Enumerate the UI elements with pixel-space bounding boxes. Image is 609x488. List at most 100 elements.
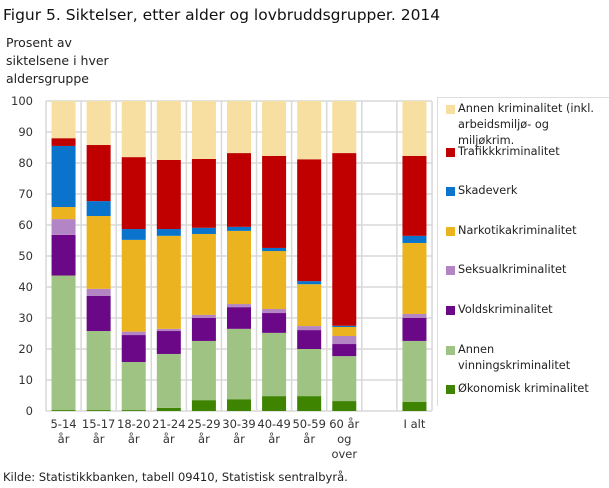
bar-segment: [262, 247, 287, 252]
x-tick-label: år: [268, 432, 280, 446]
legend-label: Seksualkriminalitet: [458, 263, 567, 276]
bar-segment: [121, 362, 146, 411]
bar-segment: [402, 101, 427, 156]
x-tick-label: 60 år: [329, 417, 359, 431]
bar-segment: [191, 340, 216, 401]
bar-segment: [191, 314, 216, 318]
legend-swatch: [446, 105, 455, 114]
bar-segment: [262, 309, 287, 314]
bar-segment: [297, 159, 322, 282]
y-tick-label: 90: [18, 125, 33, 139]
bar-segment: [262, 101, 287, 156]
legend-label: Trafikkkriminalitet: [458, 145, 560, 158]
legend-swatch: [446, 148, 455, 157]
bar-segment: [156, 353, 181, 408]
y-axis-label: Prosent av siktelsene i hver aldersgrupp…: [6, 35, 109, 86]
bar-segment: [86, 101, 111, 146]
bar-segment: [121, 410, 146, 411]
bar-segment: [402, 235, 427, 243]
bar-segment: [227, 101, 251, 154]
legend: Annen kriminalitet (inkl. arbeidsmiljø- …: [437, 97, 609, 406]
bar-segment: [297, 349, 322, 397]
x-tick-label: år: [163, 432, 175, 446]
y-tick-label: 100: [11, 94, 33, 108]
x-tick-label: 15-17: [82, 417, 115, 431]
bar-segment: [297, 101, 322, 160]
y-tick-label: 10: [18, 373, 33, 387]
x-tick-label: 18-20: [117, 417, 150, 431]
x-tick-label: over: [331, 447, 357, 461]
bar-segment: [332, 401, 357, 411]
bar-segment: [51, 410, 76, 411]
legend-swatch: [446, 306, 455, 315]
x-tick-label: 30-39: [222, 417, 255, 431]
x-tick-label: og: [337, 432, 351, 446]
x-tick-label: år: [303, 432, 315, 446]
bar-segment: [121, 331, 146, 336]
bar-segment: [297, 326, 322, 331]
bar-segment: [227, 226, 251, 231]
legend-swatch: [446, 385, 455, 394]
bar-segment: [191, 318, 216, 341]
bar-segment: [262, 396, 287, 411]
bar-segment: [86, 331, 111, 411]
source-note: Kilde: Statistikkbanken, tabell 09410, S…: [3, 470, 348, 484]
x-tick-label: 40-49: [257, 417, 290, 431]
y-tick-label: 20: [18, 342, 33, 356]
x-tick-label: år: [233, 432, 245, 446]
bar-segment: [402, 340, 427, 403]
bar-segment: [332, 153, 357, 326]
bar-segment: [51, 145, 76, 208]
bar-segment: [156, 407, 181, 411]
bar-segment: [297, 330, 322, 349]
bar-segment: [156, 235, 181, 329]
bar-segment: [227, 230, 251, 305]
bar-segment: [51, 275, 76, 411]
y-tick-label: 60: [18, 218, 33, 232]
bar-segment: [332, 335, 357, 345]
bar-segment: [86, 410, 111, 411]
legend-swatch: [446, 227, 455, 236]
legend-label: Annen kriminalitet (inkl. arbeidsmiljø- …: [458, 102, 594, 147]
x-tick-label: år: [198, 432, 210, 446]
bar-segment: [227, 399, 251, 411]
bar-segment: [332, 356, 357, 402]
bar-segment: [121, 101, 146, 158]
x-tick-label: år: [128, 432, 140, 446]
bar-segment: [121, 239, 146, 332]
bar-segment: [156, 101, 181, 160]
y-tick-label: 30: [18, 311, 33, 325]
legend-label: Voldskriminalitet: [458, 303, 553, 316]
legend-item: Seksualkriminalitet: [444, 262, 608, 278]
chart-title: Figur 5. Siktelser, etter alder og lovbr…: [3, 6, 441, 24]
bar-segment: [402, 155, 427, 236]
x-tick-label: år: [58, 432, 70, 446]
bar-segment: [156, 159, 181, 230]
bar-segment: [332, 326, 357, 336]
bar-segment: [262, 251, 287, 310]
bar-segment: [227, 307, 251, 329]
bar-segment: [227, 153, 251, 227]
bar-segment: [156, 328, 181, 332]
bar-segment: [121, 157, 146, 230]
legend-swatch: [446, 187, 455, 196]
bar-segment: [51, 138, 76, 146]
y-tick-label: 0: [26, 404, 33, 418]
bar-segment: [332, 325, 357, 327]
bar-segment: [402, 402, 427, 411]
legend-item: Voldskriminalitet: [444, 302, 608, 318]
legend-item: Annen vinningskriminalitet: [444, 342, 608, 374]
legend-label: Narkotikakriminalitet: [458, 224, 577, 237]
x-tick-label: 50-59: [292, 417, 325, 431]
y-tick-label: 70: [18, 187, 33, 201]
bar-segment: [297, 281, 322, 285]
x-tick-label: år: [93, 432, 105, 446]
bar-segment: [332, 101, 357, 154]
legend-item: Skadeverk: [444, 183, 608, 199]
bar-segment: [51, 101, 76, 139]
x-tick-label: I alt: [404, 417, 426, 431]
bar-segment: [191, 400, 216, 411]
bar-segment: [402, 242, 427, 314]
bar-segment: [402, 318, 427, 341]
bar-segment: [156, 331, 181, 354]
